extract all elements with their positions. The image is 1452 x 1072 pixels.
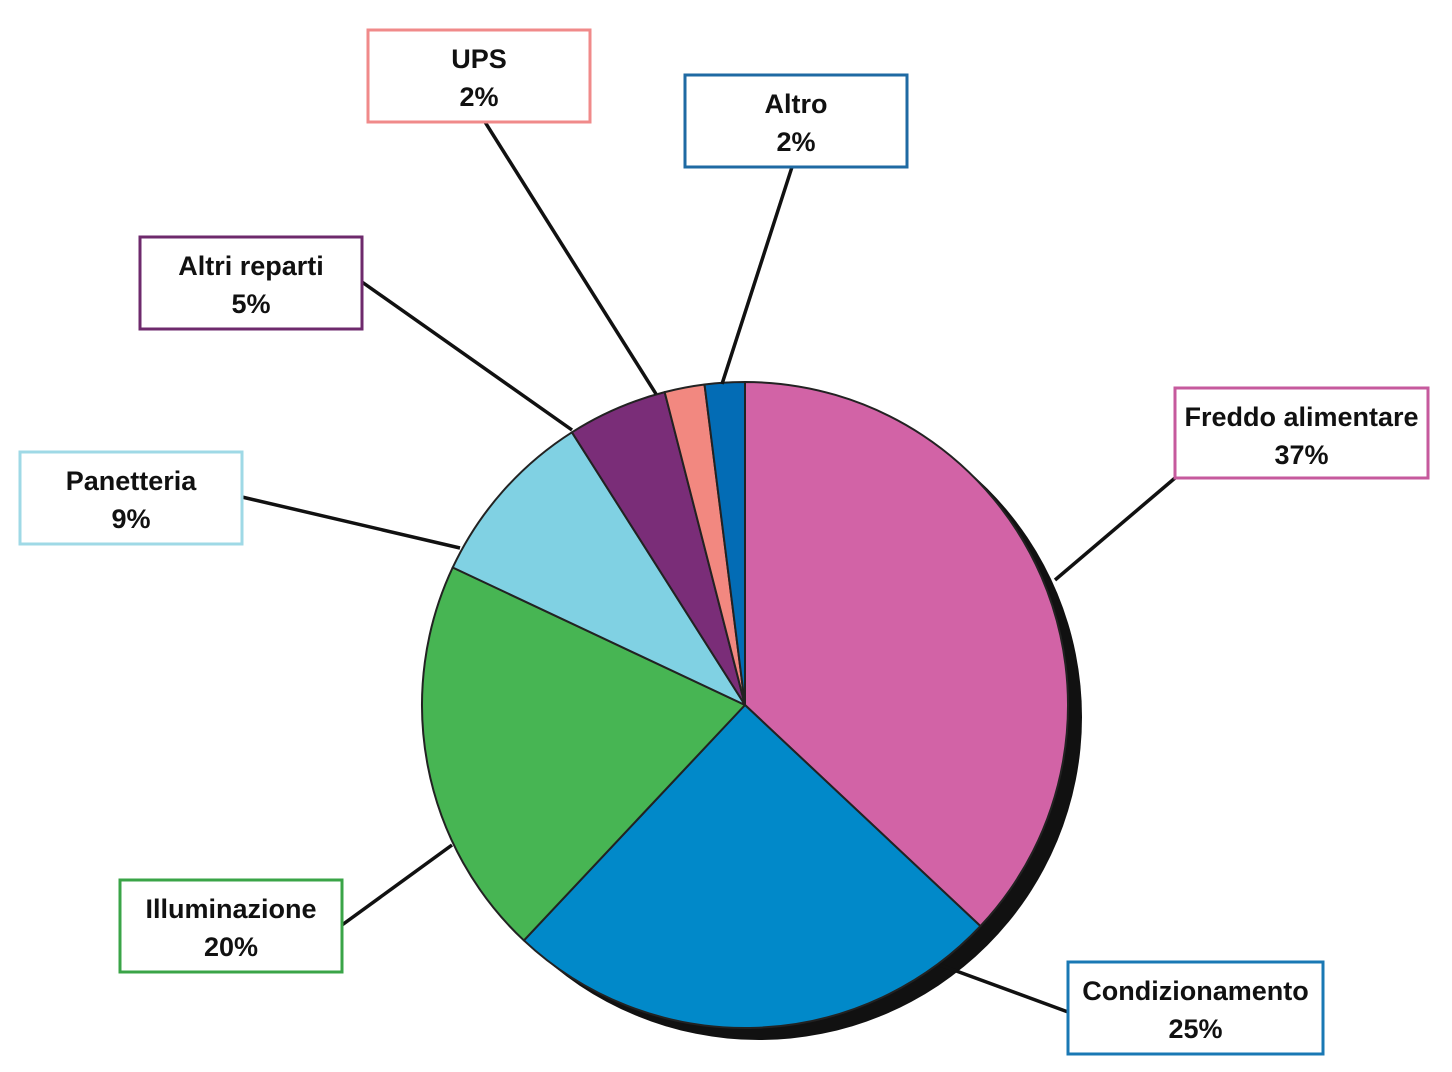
- label-box-altri-reparti: Altri reparti 5%: [138, 235, 364, 331]
- pie-slice-condizionamento: [522, 704, 982, 1029]
- label-box-frame: [138, 235, 364, 331]
- label-box-illuminazione: Illuminazione 20%: [118, 878, 344, 974]
- slice-label-value: 5%: [231, 289, 270, 319]
- slice-label-name: Panetteria: [66, 466, 198, 496]
- slice-label-name: Freddo alimentare: [1184, 402, 1418, 432]
- label-box-condizionamento: Condizionamento 25%: [1066, 960, 1325, 1056]
- slice-label-name: Altri reparti: [178, 251, 324, 281]
- pie-slice-freddo-alimentare: [744, 381, 1069, 928]
- pie-slices: [421, 381, 1069, 1029]
- slice-label-name: UPS: [451, 44, 507, 74]
- slice-label-value: 2%: [459, 82, 498, 112]
- leader-line-altro: [720, 166, 794, 385]
- slice-label-value: 25%: [1168, 1014, 1222, 1044]
- label-box-frame: [118, 878, 344, 974]
- pie-slice-illuminazione: [421, 566, 746, 942]
- leader-lines: [241, 121, 1177, 1014]
- label-box-frame: [366, 28, 592, 124]
- leader-line-freddo-alimentare: [1053, 476, 1177, 582]
- slice-label-name: Altro: [765, 89, 828, 119]
- leader-line-altri-reparti: [360, 280, 574, 432]
- label-box-altro: Altro 2%: [683, 73, 909, 169]
- slice-label-value: 9%: [111, 504, 150, 534]
- label-box-frame: [18, 450, 244, 546]
- label-box-ups: UPS 2%: [366, 28, 592, 124]
- slice-label-name: Condizionamento: [1082, 976, 1308, 1006]
- pie-slice-altro: [703, 381, 746, 706]
- slice-labels: Freddo alimentare 37% Condizionamento 25% Il…: [18, 28, 1430, 1056]
- slice-label-name: Illuminazione: [145, 894, 316, 924]
- leader-line-panetteria: [241, 495, 461, 550]
- slice-label-value: 20%: [204, 932, 258, 962]
- slice-label-value: 2%: [776, 127, 815, 157]
- leader-line-ups: [483, 121, 658, 395]
- slice-label-value: 37%: [1274, 440, 1328, 470]
- label-box-freddo-alimentare: Freddo alimentare 37%: [1173, 386, 1430, 480]
- leader-line-illuminazione: [340, 843, 454, 927]
- label-box-frame: [683, 73, 909, 169]
- pie-slice-panetteria: [451, 431, 746, 706]
- label-box-panetteria: Panetteria 9%: [18, 450, 244, 546]
- label-box-frame: [1066, 960, 1325, 1056]
- label-box-frame: [1173, 386, 1430, 480]
- leader-line-condizionamento: [939, 963, 1069, 1014]
